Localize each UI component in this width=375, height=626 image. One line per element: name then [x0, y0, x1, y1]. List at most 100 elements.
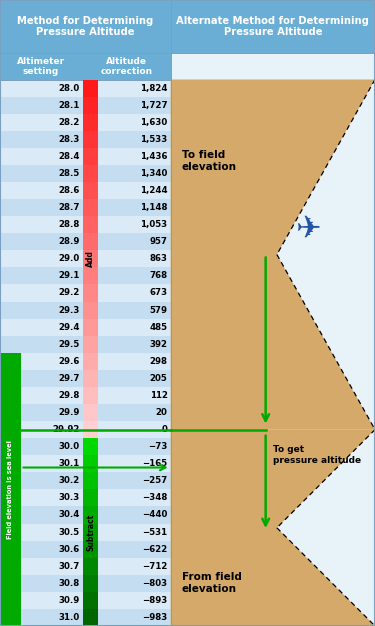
Text: Field elevation is sea level: Field elevation is sea level	[7, 440, 14, 539]
Text: 1,727: 1,727	[140, 101, 168, 110]
Bar	[0, 250, 171, 267]
Bar	[0, 490, 171, 506]
Text: 30.7: 30.7	[58, 562, 80, 571]
Bar	[0, 182, 171, 199]
Bar	[83, 490, 98, 506]
Text: 30.0: 30.0	[59, 442, 80, 451]
Text: −257: −257	[142, 476, 168, 485]
Bar	[0, 575, 171, 592]
Bar	[0, 233, 171, 250]
Text: ✈: ✈	[295, 215, 320, 244]
Bar	[0, 80, 171, 96]
Bar	[83, 267, 98, 284]
Bar	[0, 114, 171, 131]
Text: 29.9: 29.9	[58, 408, 80, 417]
Text: −983: −983	[142, 613, 168, 622]
Text: Method for Determining
Pressure Altitude: Method for Determining Pressure Altitude	[17, 16, 153, 38]
Text: To get
pressure altitude: To get pressure altitude	[273, 445, 361, 464]
Bar	[83, 131, 98, 148]
Bar	[0, 165, 171, 182]
Text: 28.2: 28.2	[58, 118, 80, 126]
Bar	[0, 404, 171, 421]
Text: 29.8: 29.8	[58, 391, 80, 400]
Bar	[83, 404, 98, 421]
Text: 1,340: 1,340	[140, 169, 168, 178]
Text: 28.5: 28.5	[59, 169, 80, 178]
Text: 1,053: 1,053	[141, 220, 168, 229]
Bar	[83, 284, 98, 302]
Text: 29.2: 29.2	[58, 289, 80, 297]
Bar	[0, 421, 171, 438]
Text: 30.4: 30.4	[58, 510, 80, 520]
Text: Altitude
correction: Altitude correction	[100, 57, 152, 76]
Text: 1,824: 1,824	[140, 83, 168, 93]
Bar	[0, 523, 171, 541]
Text: 28.1: 28.1	[58, 101, 80, 110]
Text: 28.0: 28.0	[59, 83, 80, 93]
Text: 30.1: 30.1	[59, 459, 80, 468]
Bar	[0, 438, 171, 455]
Bar	[0, 472, 171, 490]
Bar	[0, 148, 171, 165]
Bar	[83, 609, 98, 626]
Text: 31.0: 31.0	[59, 613, 80, 622]
Bar	[171, 0, 375, 53]
Text: −531: −531	[142, 528, 168, 536]
Bar	[83, 387, 98, 404]
Bar	[0, 541, 171, 558]
Bar	[83, 575, 98, 592]
Bar	[83, 148, 98, 165]
Bar	[0, 353, 171, 370]
Bar	[83, 506, 98, 523]
Bar	[83, 370, 98, 387]
Bar	[0, 353, 21, 626]
Text: −893: −893	[142, 596, 168, 605]
Bar	[83, 182, 98, 199]
Text: 29.3: 29.3	[58, 305, 80, 314]
Text: From field
elevation: From field elevation	[182, 572, 242, 594]
Text: Add: Add	[86, 250, 95, 267]
Text: −73: −73	[148, 442, 168, 451]
Bar	[83, 336, 98, 353]
Text: −622: −622	[142, 545, 168, 553]
Bar	[83, 302, 98, 319]
Bar	[83, 421, 98, 438]
Text: 29.4: 29.4	[58, 322, 80, 332]
Bar	[83, 455, 98, 472]
Text: −348: −348	[142, 493, 168, 503]
Bar	[83, 438, 98, 455]
Text: 298: 298	[150, 357, 168, 366]
Bar	[0, 609, 171, 626]
Bar	[0, 370, 171, 387]
Text: 28.7: 28.7	[58, 203, 80, 212]
Text: 29.5: 29.5	[59, 340, 80, 349]
Bar	[83, 165, 98, 182]
Bar	[83, 216, 98, 233]
Text: 768: 768	[150, 272, 168, 280]
Text: −440: −440	[142, 510, 168, 520]
Bar	[0, 592, 171, 609]
Text: 28.8: 28.8	[58, 220, 80, 229]
Bar	[83, 250, 98, 267]
Text: −803: −803	[142, 579, 168, 588]
Text: Altimeter
setting: Altimeter setting	[17, 57, 65, 76]
Text: 20: 20	[156, 408, 168, 417]
Bar	[0, 336, 171, 353]
Bar	[0, 0, 171, 53]
Bar	[0, 387, 171, 404]
Bar	[0, 131, 171, 148]
Text: −165: −165	[142, 459, 168, 468]
Text: 29.0: 29.0	[59, 254, 80, 264]
Text: 30.9: 30.9	[59, 596, 80, 605]
Bar	[0, 199, 171, 216]
Text: 30.8: 30.8	[59, 579, 80, 588]
Text: 392: 392	[150, 340, 168, 349]
Bar	[0, 558, 171, 575]
Polygon shape	[171, 429, 375, 626]
Bar	[0, 53, 171, 80]
Text: 29.92: 29.92	[53, 425, 80, 434]
Bar	[83, 523, 98, 541]
Bar	[83, 592, 98, 609]
Text: 28.3: 28.3	[58, 135, 80, 144]
Bar	[83, 233, 98, 250]
